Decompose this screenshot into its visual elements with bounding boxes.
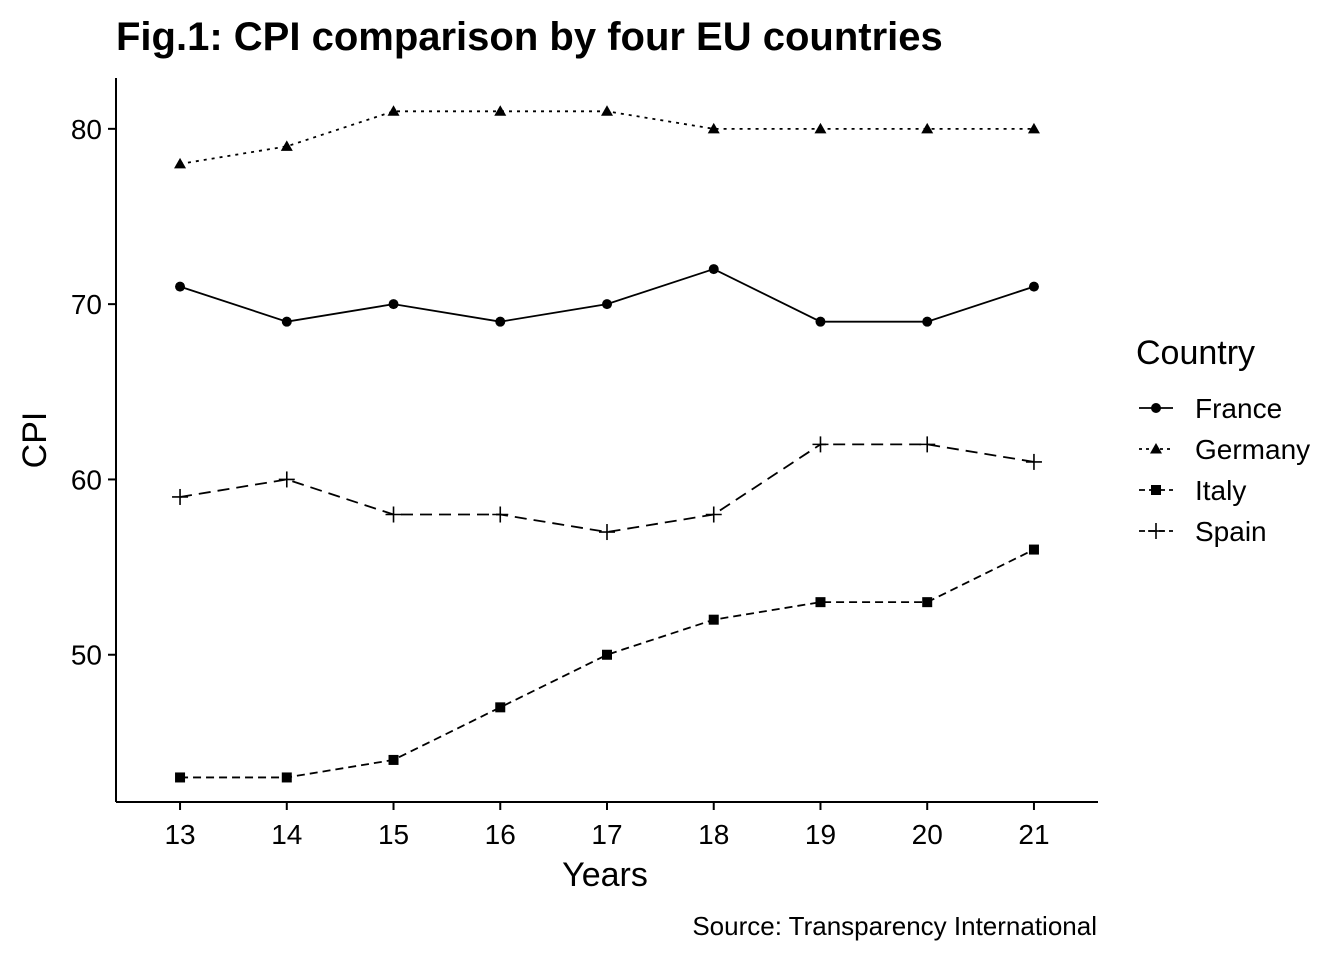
- data-point-germany: [1027, 122, 1040, 134]
- data-point-france: [815, 316, 826, 327]
- series-layer: [172, 105, 1042, 783]
- data-point-germany: [601, 105, 613, 116]
- legend-label: Spain: [1195, 516, 1267, 547]
- data-point-france: [708, 264, 719, 275]
- data-point-spain: [812, 436, 829, 453]
- legend-label: Italy: [1195, 475, 1246, 506]
- x-tick-label: 13: [164, 819, 195, 850]
- y-tick-label: 80: [71, 114, 102, 145]
- data-point-spain: [172, 488, 189, 505]
- data-point-spain: [599, 524, 615, 541]
- x-tick-label: 20: [912, 819, 943, 850]
- x-tick-label: 16: [485, 819, 516, 850]
- legend-item-france: France: [1139, 393, 1282, 424]
- data-point-italy: [495, 702, 506, 713]
- x-tick-label: 19: [805, 819, 836, 850]
- data-point-italy: [1028, 544, 1039, 555]
- legend: Country France Germany Italy Spain: [1136, 334, 1310, 547]
- data-point-italy: [708, 614, 719, 625]
- series-spain: [172, 436, 1042, 541]
- y-tick-label: 50: [71, 640, 102, 671]
- x-tick-label: 15: [378, 819, 409, 850]
- data-point-france: [602, 299, 612, 310]
- x-axis-ticks: 13 14 15 16 17 18 19 20 21: [164, 802, 1050, 850]
- data-point-germany: [814, 122, 827, 134]
- y-tick-label: 60: [71, 464, 102, 495]
- data-point-italy: [815, 597, 826, 608]
- data-point-germany: [280, 140, 293, 151]
- legend-key-marker: [1150, 443, 1162, 454]
- x-tick-label: 18: [698, 819, 729, 850]
- legend-item-italy: Italy: [1139, 475, 1246, 506]
- series-line-italy: [180, 548, 1035, 779]
- legend-key-marker: [1148, 523, 1164, 539]
- x-tick-label: 14: [271, 819, 302, 850]
- series-italy: [175, 544, 1039, 783]
- legend-label: France: [1195, 393, 1282, 424]
- y-axis-ticks: 50 60 70 80: [71, 114, 116, 671]
- data-point-france: [495, 316, 506, 327]
- series-france: [175, 264, 1039, 327]
- data-point-italy: [388, 754, 399, 765]
- legend-key-marker: [1151, 485, 1161, 495]
- x-tick-label: 17: [591, 819, 622, 850]
- data-point-france: [388, 299, 399, 310]
- data-point-spain: [919, 436, 936, 453]
- legend-item-spain: Spain: [1139, 516, 1267, 547]
- data-point-germany: [387, 105, 400, 116]
- y-tick-label: 70: [71, 289, 102, 320]
- data-point-spain: [492, 506, 509, 523]
- series-line-france: [179, 268, 1035, 323]
- data-point-germany: [174, 157, 187, 169]
- data-point-spain: [278, 471, 295, 488]
- x-tick-label: 21: [1018, 819, 1049, 850]
- legend-key-marker: [1151, 403, 1161, 413]
- x-axis-title: Years: [562, 856, 648, 894]
- data-point-italy: [175, 772, 186, 783]
- data-point-france: [922, 316, 933, 327]
- legend-title: Country: [1136, 334, 1255, 372]
- legend-item-germany: Germany: [1139, 434, 1310, 465]
- data-point-italy: [281, 772, 292, 783]
- series-line-germany: [179, 110, 1034, 165]
- data-point-germany: [921, 122, 934, 134]
- legend-label: Germany: [1195, 434, 1310, 465]
- data-point-france: [1028, 281, 1039, 292]
- data-point-germany: [494, 105, 507, 116]
- series-line-spain: [179, 443, 1035, 533]
- legend-items: France Germany Italy Spain: [1139, 393, 1310, 547]
- chart-caption: Source: Transparency International: [692, 911, 1097, 941]
- plot-area: 50 60 70 80 13 14 15 16 17 18 19 20 21: [71, 78, 1098, 850]
- series-germany: [174, 105, 1040, 169]
- data-point-germany: [707, 122, 720, 134]
- chart-title: Fig.1: CPI comparison by four EU countri…: [116, 15, 943, 59]
- data-point-spain: [705, 506, 722, 523]
- data-point-france: [175, 281, 186, 292]
- data-point-spain: [1025, 453, 1042, 470]
- data-point-france: [281, 316, 292, 327]
- data-point-italy: [602, 649, 612, 660]
- data-point-italy: [922, 597, 933, 608]
- y-axis-title: CPI: [16, 412, 54, 469]
- data-point-spain: [385, 506, 402, 523]
